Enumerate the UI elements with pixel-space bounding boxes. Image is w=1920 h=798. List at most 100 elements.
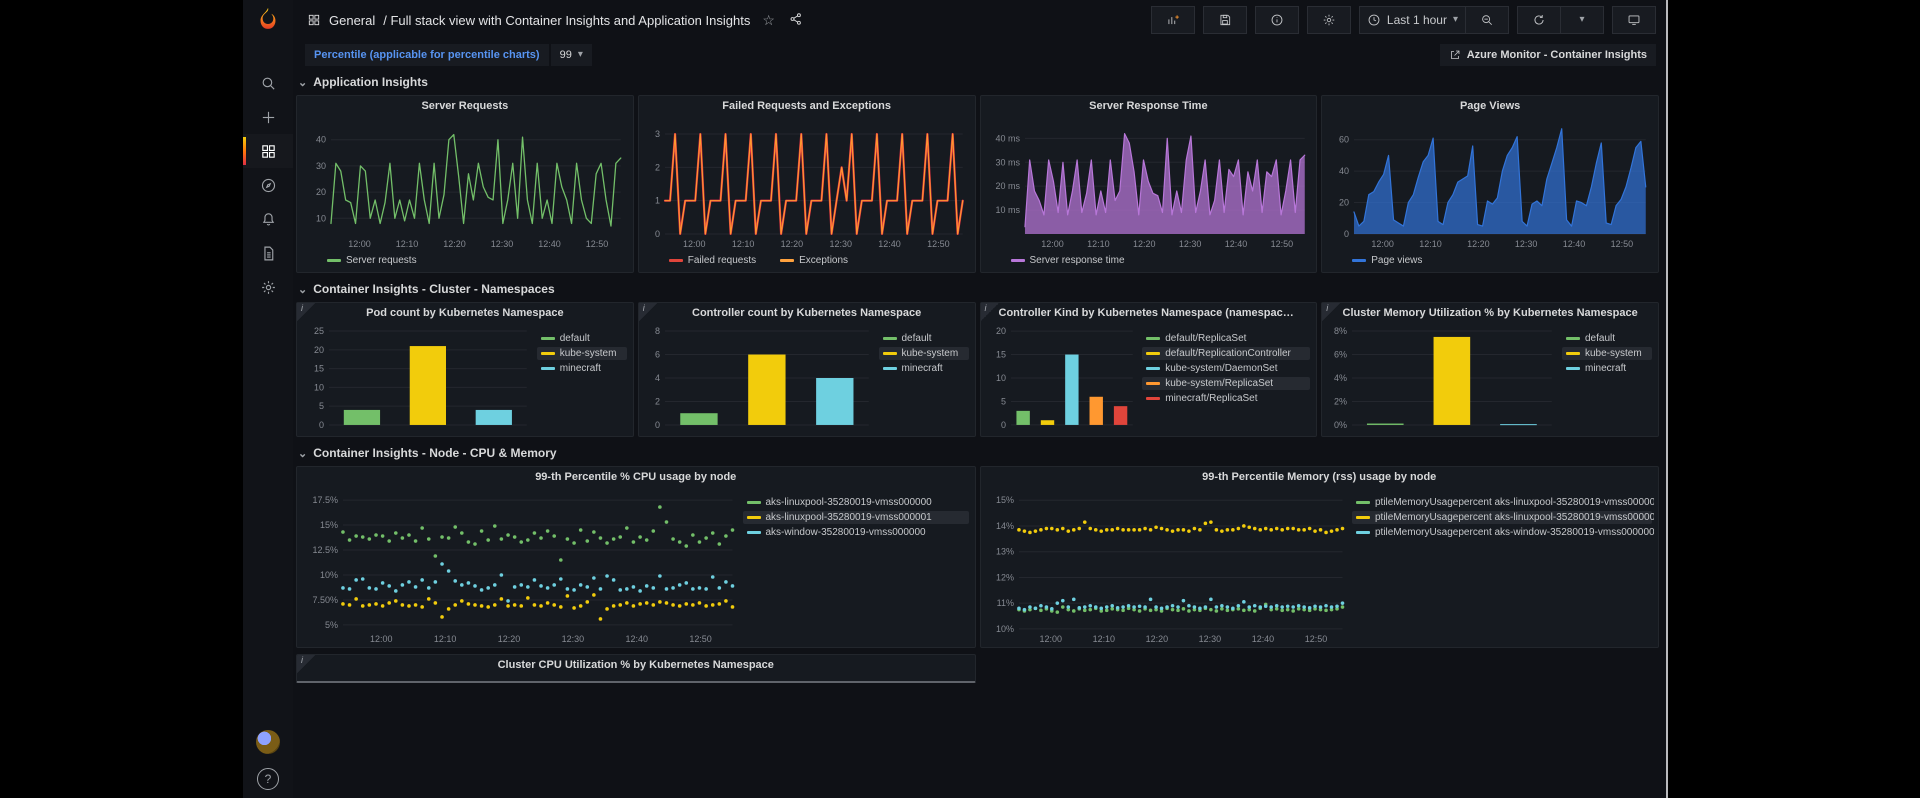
sidebar-item-configuration[interactable] bbox=[243, 270, 293, 304]
legend-item[interactable]: Page views bbox=[1348, 254, 1426, 267]
svg-text:12:00: 12:00 bbox=[683, 239, 705, 249]
panel-info-corner[interactable]: i bbox=[297, 303, 315, 321]
breadcrumb-section[interactable]: General bbox=[329, 12, 376, 28]
time-range-picker[interactable]: Last 1 hour ▾ bbox=[1358, 6, 1466, 34]
legend-item[interactable]: aks-window-35280019-vmss000000 bbox=[743, 526, 969, 539]
panel-title-controller-count[interactable]: Controller count by Kubernetes Namespace bbox=[692, 307, 922, 319]
zoom-out-button[interactable] bbox=[1466, 6, 1509, 34]
help-icon[interactable]: ? bbox=[257, 768, 279, 790]
legend-item[interactable]: kube-system/DaemonSet bbox=[1142, 362, 1310, 375]
panel-title-page-views[interactable]: Page Views bbox=[1459, 100, 1521, 112]
legend-series-dash bbox=[1356, 501, 1370, 504]
panel-title-server-requests[interactable]: Server Requests bbox=[421, 100, 509, 112]
legend-item[interactable]: minecraft bbox=[537, 362, 627, 375]
svg-text:14%: 14% bbox=[996, 521, 1014, 531]
dashboard-info-button[interactable] bbox=[1254, 6, 1299, 34]
user-avatar[interactable] bbox=[256, 730, 280, 754]
legend-item[interactable]: default bbox=[537, 332, 627, 345]
svg-text:12:10: 12:10 bbox=[732, 239, 754, 249]
panel-legend: Server response time bbox=[981, 252, 1317, 272]
breadcrumb[interactable]: General / Full stack view with Container… bbox=[307, 12, 803, 29]
legend-item[interactable]: minecraft bbox=[879, 362, 969, 375]
series-layer bbox=[1023, 133, 1305, 234]
panel-info-corner[interactable]: i bbox=[297, 655, 315, 673]
chart-canvas-server-requests[interactable]: 10 20 30 40 12:00 12:10 12:20 12:30 12:40 12:50 bbox=[301, 117, 629, 250]
legend-item[interactable]: default/ReplicaSet bbox=[1142, 332, 1310, 345]
add-panel-button[interactable] bbox=[1150, 6, 1195, 34]
save-dashboard-button[interactable] bbox=[1202, 6, 1247, 34]
chart-canvas-pod-count[interactable]: 0 5 10 15 20 25 bbox=[301, 324, 535, 434]
sidebar-item-search[interactable] bbox=[243, 66, 293, 100]
star-icon[interactable]: ☆ bbox=[762, 11, 775, 28]
variable-label[interactable]: Percentile (applicable for percentile ch… bbox=[305, 44, 549, 66]
panel-cluster-cpu-partial: i Cluster CPU Utilization % by Kubernetes… bbox=[296, 654, 976, 683]
panel-title-cluster-cpu-partial[interactable]: Cluster CPU Utilization % by Kubernetes … bbox=[497, 659, 774, 671]
share-icon[interactable] bbox=[789, 12, 803, 29]
panel-title-controller-kind[interactable]: Controller Kind by Kubernetes Namespace … bbox=[998, 307, 1317, 319]
sidebar-item-explore[interactable] bbox=[243, 168, 293, 202]
section-application-insights[interactable]: ⌄ Application Insights bbox=[298, 72, 1659, 92]
panel-title-pod-count[interactable]: Pod count by Kubernetes Namespace bbox=[366, 307, 564, 319]
svg-text:12:40: 12:40 bbox=[625, 634, 647, 644]
chart-area: 0 2 4 6 8 bbox=[643, 324, 877, 434]
chart-canvas-cpu-usage-node[interactable]: 5% 7.50% 10% 12.5% 15% 17.5% 12:00 12:10 12:20 12… bbox=[301, 488, 741, 645]
legend-item[interactable]: kube-system bbox=[878, 347, 969, 360]
panel-info-corner[interactable]: i bbox=[638, 303, 657, 321]
grafana-app: ? General / Full stack view with Contain… bbox=[243, 0, 1666, 798]
variable-value-dropdown[interactable]: 99 ▾ bbox=[550, 44, 592, 66]
section-cluster-namespaces[interactable]: ⌄ Container Insights - Cluster - Namespa… bbox=[298, 279, 1659, 299]
sidebar-item-create[interactable] bbox=[243, 100, 293, 134]
legend-item[interactable]: Failed requests bbox=[665, 254, 760, 267]
legend-item[interactable]: default bbox=[879, 332, 969, 345]
panel-info-corner[interactable]: i bbox=[1322, 303, 1341, 321]
legend-item[interactable]: kube-system bbox=[1562, 347, 1652, 360]
dashboard-settings-button[interactable] bbox=[1306, 6, 1351, 34]
legend-item[interactable]: ptileMemoryUsagepercent aks-linuxpool-35… bbox=[1352, 511, 1654, 524]
panel-controller-count: i Controller count by Kubernetes Namespac… bbox=[637, 302, 976, 437]
legend-item[interactable]: default/ReplicationController bbox=[1142, 347, 1311, 360]
sidebar-item-dashboards[interactable] bbox=[243, 134, 293, 168]
legend-item[interactable]: ptileMemoryUsagepercent aks-window-35280… bbox=[1352, 526, 1654, 539]
bar-kube-system/ReplicaSet bbox=[1089, 396, 1103, 425]
chart-canvas-failed-requests[interactable]: 0 1 2 3 12:00 12:10 12:20 12:30 12:40 12:50 bbox=[643, 117, 971, 250]
grafana-logo-icon[interactable] bbox=[254, 6, 282, 34]
chart-canvas-controller-count[interactable]: 0 2 4 6 8 bbox=[643, 324, 877, 434]
legend-item[interactable]: ptileMemoryUsagepercent aks-linuxpool-35… bbox=[1352, 496, 1654, 509]
legend-item[interactable]: aks-linuxpool-35280019-vmss000001 bbox=[742, 511, 969, 524]
chart-canvas-cluster-memory[interactable]: 0% 2% 4% 6% 8% bbox=[1326, 324, 1560, 434]
svg-text:12:20: 12:20 bbox=[498, 634, 520, 644]
panel-body: 10% 11% 12% 13% 14% 15% 12:00 12:10 12:20 12:30 12… bbox=[981, 488, 1659, 647]
panel-title-cpu-usage-node[interactable]: 99-th Percentile % CPU usage by node bbox=[535, 471, 737, 483]
legend-item[interactable]: aks-linuxpool-35280019-vmss000000 bbox=[743, 496, 969, 509]
legend-item[interactable]: default bbox=[1562, 332, 1652, 345]
sidebar-item-docs[interactable] bbox=[243, 236, 293, 270]
chart-canvas-server-response-time[interactable]: 10 ms 20 ms 30 ms 40 ms 12:00 12:10 12:20 12:30… bbox=[985, 117, 1313, 250]
refresh-interval-button[interactable]: ▾ bbox=[1561, 6, 1604, 34]
cycle-view-button[interactable] bbox=[1612, 6, 1656, 34]
legend-item[interactable]: minecraft/ReplicaSet bbox=[1142, 392, 1310, 405]
legend-item[interactable]: Exceptions bbox=[776, 254, 852, 267]
sidebar-item-alerting[interactable] bbox=[243, 202, 293, 236]
legend-item[interactable]: kube-system bbox=[536, 347, 627, 360]
legend-item[interactable]: minecraft bbox=[1562, 362, 1652, 375]
svg-text:8: 8 bbox=[655, 326, 660, 336]
legend-series-dash bbox=[1146, 352, 1161, 355]
section-node-cpu-memory[interactable]: ⌄ Container Insights - Node - CPU & Memo… bbox=[298, 443, 1659, 463]
search-icon bbox=[262, 77, 275, 90]
legend-item[interactable]: Server requests bbox=[323, 254, 421, 267]
legend-item[interactable]: kube-system/ReplicaSet bbox=[1142, 377, 1311, 390]
chart-canvas-page-views[interactable]: 0 20 40 60 12:00 12:10 12:20 12:30 12:40 12:50 bbox=[1326, 117, 1654, 250]
svg-text:12:10: 12:10 bbox=[1092, 634, 1114, 644]
panel-title-cluster-memory[interactable]: Cluster Memory Utilization % by Kubernet… bbox=[1342, 307, 1638, 319]
panel-title-server-response-time[interactable]: Server Response Time bbox=[1089, 100, 1208, 112]
refresh-button[interactable] bbox=[1517, 6, 1561, 34]
panel-info-corner[interactable]: i bbox=[980, 303, 999, 321]
legend-item[interactable]: Server response time bbox=[1007, 254, 1129, 267]
chart-canvas-controller-kind[interactable]: 0 5 10 15 20 bbox=[985, 324, 1141, 434]
chart-canvas-memory-usage-node[interactable]: 10% 11% 12% 13% 14% 15% 12:00 12:10 12:20 12:30 12… bbox=[985, 488, 1351, 645]
panel-title-memory-usage-node[interactable]: 99-th Percentile Memory (rss) usage by n… bbox=[1202, 471, 1437, 483]
legend-series-dash bbox=[1356, 531, 1370, 534]
chart-area: 10 20 30 40 12:00 12:10 12:20 12:30 12:40 12:50 bbox=[301, 117, 629, 250]
azure-monitor-link[interactable]: Azure Monitor - Container Insights bbox=[1439, 44, 1656, 66]
panel-title-failed-requests[interactable]: Failed Requests and Exceptions bbox=[722, 100, 891, 112]
